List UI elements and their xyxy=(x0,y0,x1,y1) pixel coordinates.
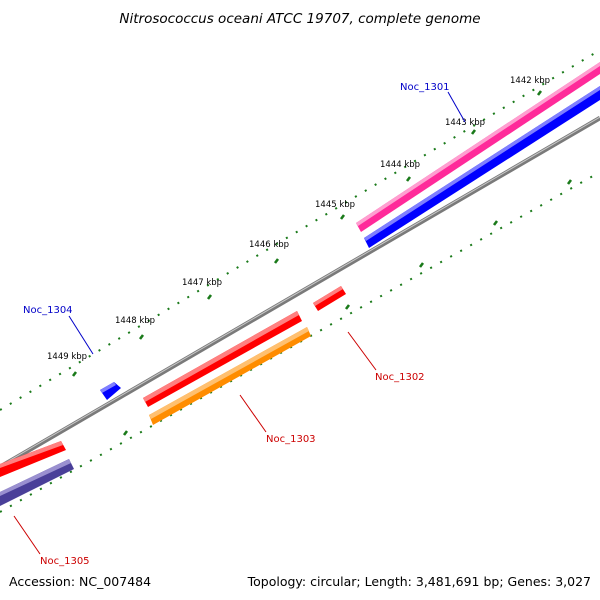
gene-label-noc-1305[interactable]: Noc_1305 xyxy=(40,556,90,567)
backbone-highlight xyxy=(0,116,600,467)
gene-feature-highlight xyxy=(0,441,63,468)
gene-label-noc-1302[interactable]: Noc_1302 xyxy=(375,372,425,383)
scale-major-tick xyxy=(536,90,543,96)
leader-line-noc-1305 xyxy=(13,515,41,555)
leader-line-noc-1301 xyxy=(447,91,466,123)
scale-major-tick xyxy=(418,262,425,268)
topology-summary: Topology: circular; Length: 3,481,691 bp… xyxy=(247,574,591,589)
scale-tick-label: 1444 kbp xyxy=(380,160,420,170)
gene-feature-highlight xyxy=(143,311,299,402)
scale-major-tick xyxy=(71,371,78,377)
outer-dotted-ring xyxy=(0,49,600,411)
leader-line-noc-1302 xyxy=(347,331,377,371)
gene-feature-noc-1302[interactable] xyxy=(313,286,346,311)
scale-major-tick xyxy=(138,334,145,340)
gene-feature-highlight xyxy=(149,327,309,419)
gene-feature-highlight xyxy=(100,382,116,393)
gene-feature-highlight xyxy=(356,62,600,226)
gene-feature-highlight xyxy=(313,286,343,306)
gene-features xyxy=(0,62,600,506)
scale-tick-label: 1448 kbp xyxy=(115,316,155,326)
gene-feature-noc-1305-red[interactable] xyxy=(0,441,66,477)
accession-label: Accession: NC_007484 xyxy=(9,574,151,589)
scale-major-tick xyxy=(405,176,412,182)
scale-major-tick xyxy=(206,294,213,300)
scale-major-tick xyxy=(344,304,351,310)
gene-label-noc-1301[interactable]: Noc_1301 xyxy=(400,82,450,93)
leader-line-noc-1304 xyxy=(68,315,94,355)
map-title: Nitrosococcus oceani ATCC 19707, complet… xyxy=(119,11,480,27)
gene-feature-highlight xyxy=(0,459,71,496)
scale-tick-label: 1447 kbp xyxy=(182,278,222,288)
gene-label-noc-1304[interactable]: Noc_1304 xyxy=(23,305,73,316)
genome-backbone xyxy=(0,116,600,469)
scale-major-tick xyxy=(122,430,129,436)
gene-feature-highlight xyxy=(364,86,600,241)
gene-feature-noc-1305-purple[interactable] xyxy=(0,459,74,506)
scale-tick-label: 1442 kbp xyxy=(510,76,550,86)
scale-tick-label: 1449 kbp xyxy=(47,352,87,362)
scale-major-tick xyxy=(566,179,573,185)
scale-tick-label: 1443 kbp xyxy=(445,118,485,128)
scale-tick-label: 1445 kbp xyxy=(315,200,355,210)
scale-major-tick xyxy=(470,129,477,135)
gene-feature-noc-1304[interactable] xyxy=(100,382,121,400)
outer-minor-ticks xyxy=(0,49,600,411)
leader-line-noc-1303 xyxy=(239,394,267,433)
scale-major-tick xyxy=(492,220,499,226)
backbone-line xyxy=(0,116,600,469)
scale-major-tick xyxy=(339,214,346,220)
scale-tick-label: 1446 kbp xyxy=(249,240,289,250)
label-leaders xyxy=(13,91,466,555)
scale-major-tick xyxy=(273,258,280,264)
gene-label-noc-1303[interactable]: Noc_1303 xyxy=(266,434,316,445)
